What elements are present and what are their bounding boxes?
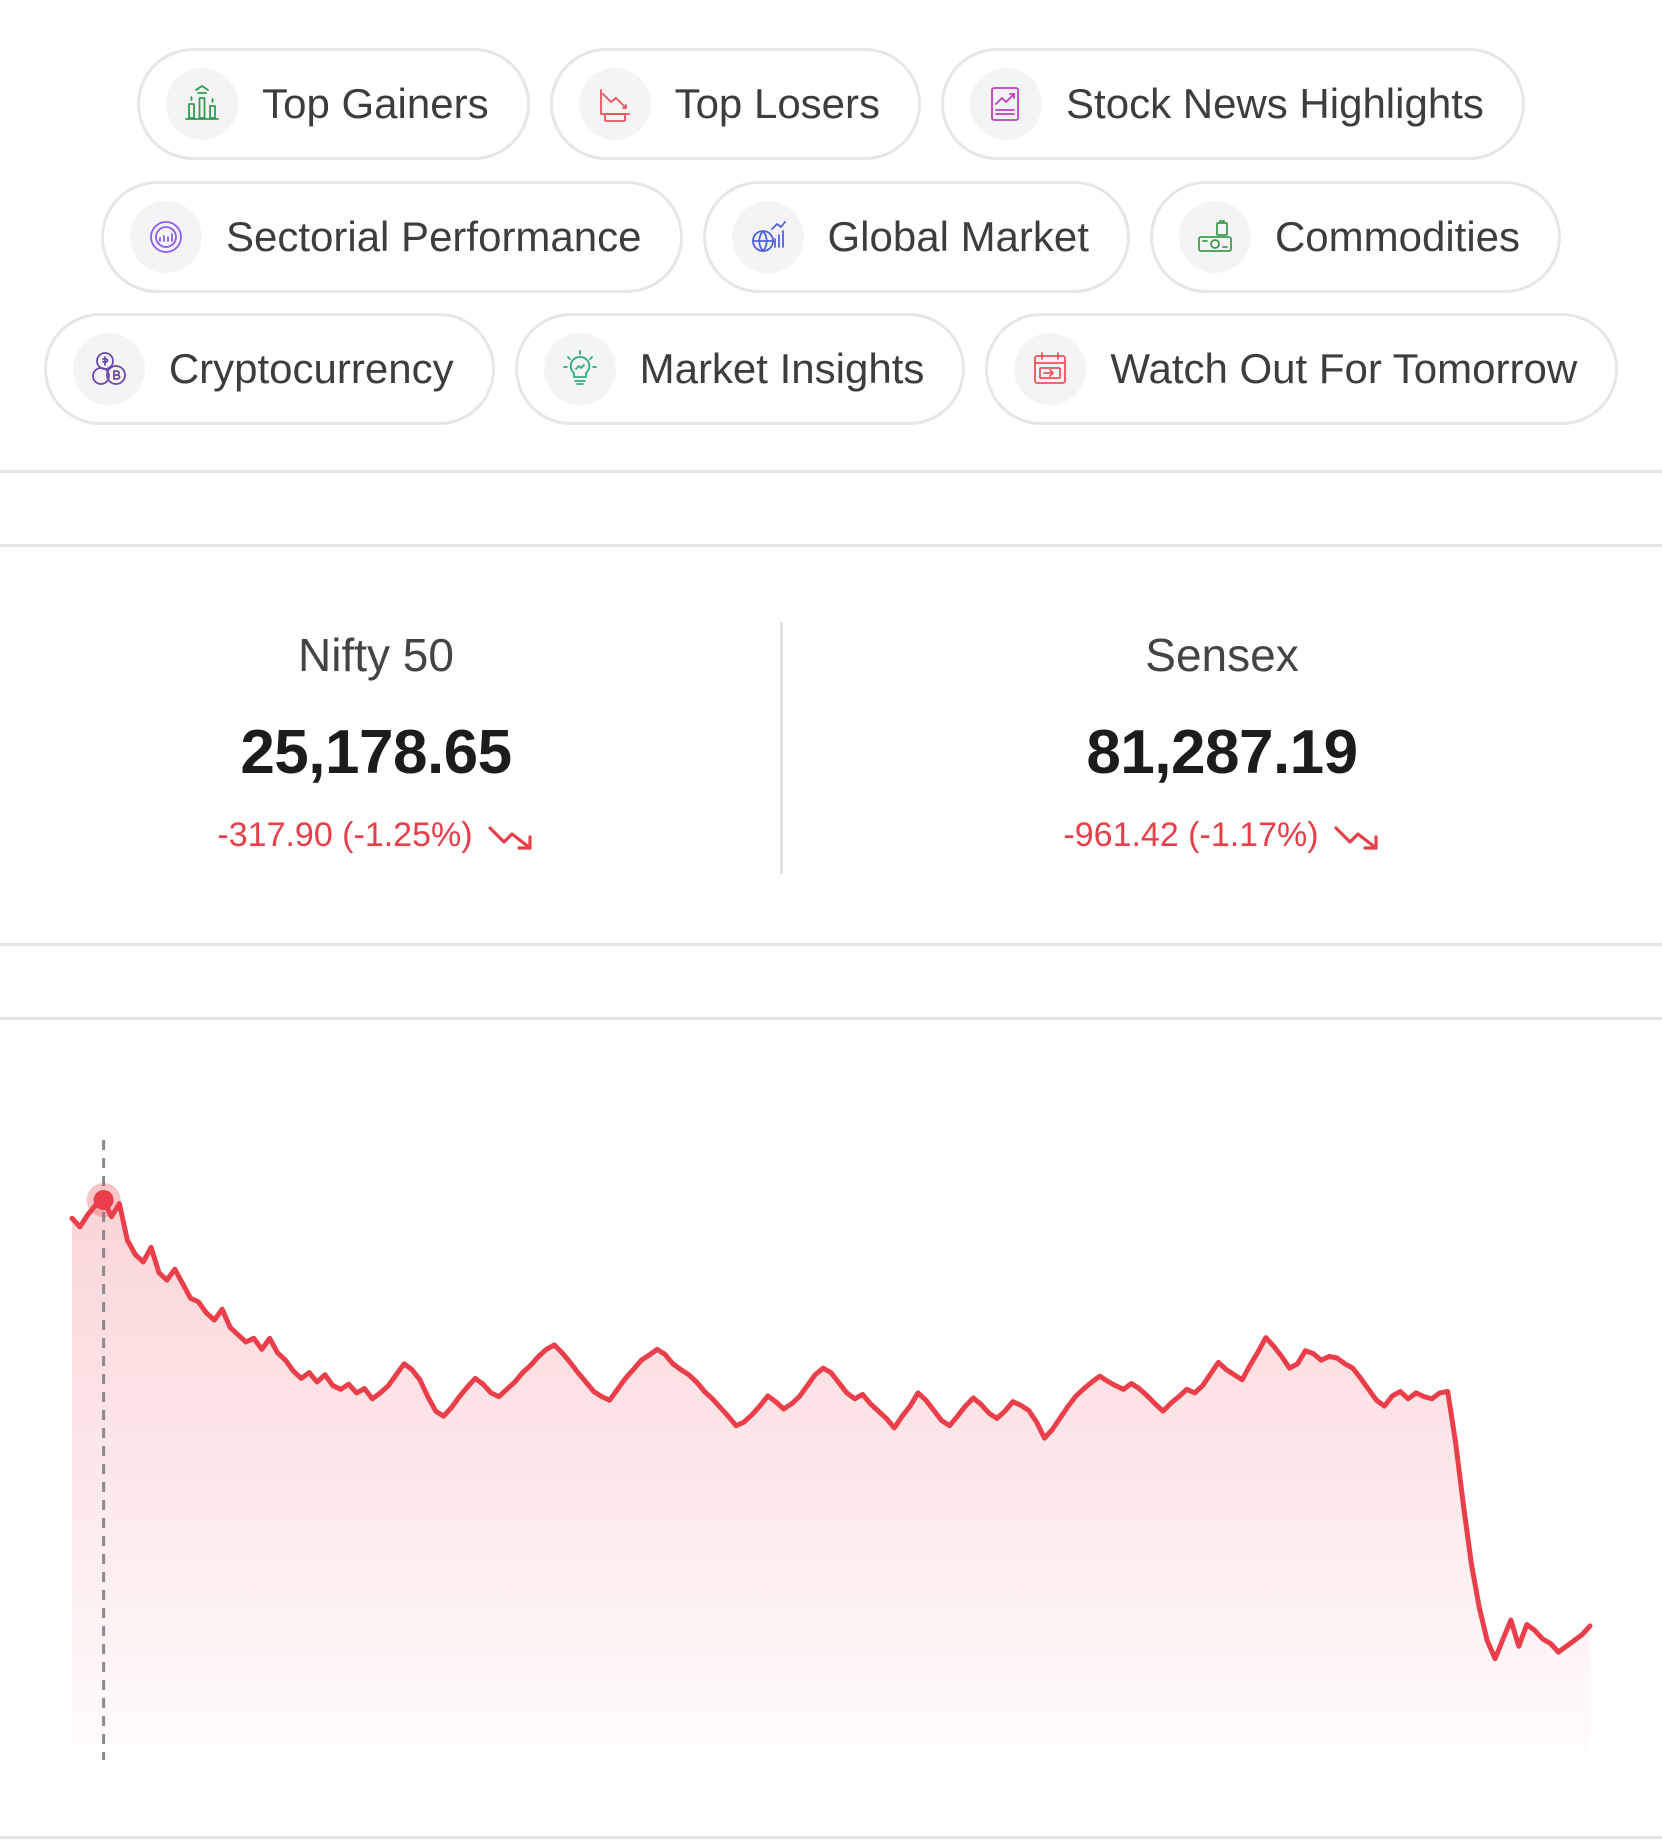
chip-label: Commodities	[1274, 213, 1521, 260]
chip-watch-out-tomorrow[interactable]: Watch Out For Tomorrow	[985, 313, 1619, 425]
trend-down-icon	[1333, 826, 1378, 850]
chip-label: Stock News Highlights	[1066, 80, 1484, 127]
chip-row: Sectorial Performance Global Market	[0, 181, 1662, 293]
index-separator	[780, 622, 783, 874]
intraday-chart-svg[interactable]	[0, 1100, 1662, 1780]
intraday-chart[interactable]	[0, 1100, 1662, 1780]
chart-area-fill	[72, 1200, 1590, 1780]
chip-label: Cryptocurrency	[168, 345, 454, 392]
chip-label: Watch Out For Tomorrow	[1110, 345, 1578, 392]
trend-down-icon	[487, 826, 532, 850]
top-gainers-icon	[166, 68, 239, 140]
chip-stock-news[interactable]: Stock News Highlights	[941, 48, 1525, 160]
crypto-icon	[72, 333, 145, 405]
chip-label: Top Gainers	[262, 80, 489, 127]
sensex-value: 81,287.19	[1086, 718, 1358, 787]
chip-cryptocurrency[interactable]: Cryptocurrency	[43, 313, 495, 425]
nifty-value: 25,178.65	[240, 718, 512, 787]
chip-market-insights[interactable]: Market Insights	[514, 313, 966, 425]
sensex-card[interactable]: Sensex 81,287.19 -961.42 (-1.17%)	[782, 550, 1662, 852]
index-summary: Nifty 50 25,178.65 -317.90 (-1.25%) Sens…	[0, 550, 1662, 880]
sensex-change-text: -961.42 (-1.17%)	[1063, 816, 1319, 854]
sector-icon	[129, 201, 202, 273]
divider	[0, 943, 1662, 946]
sensex-change: -961.42 (-1.17%)	[782, 818, 1662, 852]
global-market-icon	[731, 201, 804, 273]
chip-label: Sectorial Performance	[225, 213, 642, 260]
divider	[0, 544, 1662, 547]
nifty-card[interactable]: Nifty 50 25,178.65 -317.90 (-1.25%)	[0, 550, 752, 852]
divider	[0, 1017, 1662, 1020]
chip-commodities[interactable]: Commodities	[1149, 181, 1562, 293]
calendar-icon	[1014, 333, 1087, 405]
insights-icon	[543, 333, 616, 405]
chip-global-market[interactable]: Global Market	[702, 181, 1130, 293]
chip-top-losers[interactable]: Top Losers	[549, 48, 922, 160]
news-icon	[970, 68, 1043, 140]
chip-row: Cryptocurrency Market Insights	[0, 313, 1662, 425]
chip-label: Market Insights	[639, 345, 925, 392]
commodities-icon	[1178, 201, 1251, 273]
chip-label: Global Market	[827, 213, 1089, 260]
chip-label: Top Losers	[674, 80, 881, 127]
chip-sectorial-performance[interactable]: Sectorial Performance	[100, 181, 683, 293]
nifty-change-text: -317.90 (-1.25%)	[217, 816, 473, 854]
chip-row: Top Gainers Top Losers S	[0, 48, 1662, 160]
divider	[0, 1836, 1662, 1839]
chip-top-gainers[interactable]: Top Gainers	[137, 48, 530, 160]
sensex-name: Sensex	[1145, 629, 1299, 681]
nifty-name: Nifty 50	[298, 629, 454, 681]
top-losers-icon	[578, 68, 651, 140]
chart-series-line	[69, 1197, 1593, 1662]
quick-links: Top Gainers Top Losers S	[0, 0, 1662, 470]
divider	[0, 470, 1662, 473]
chart-point[interactable]	[93, 1190, 114, 1210]
nifty-change: -317.90 (-1.25%)	[0, 818, 752, 852]
